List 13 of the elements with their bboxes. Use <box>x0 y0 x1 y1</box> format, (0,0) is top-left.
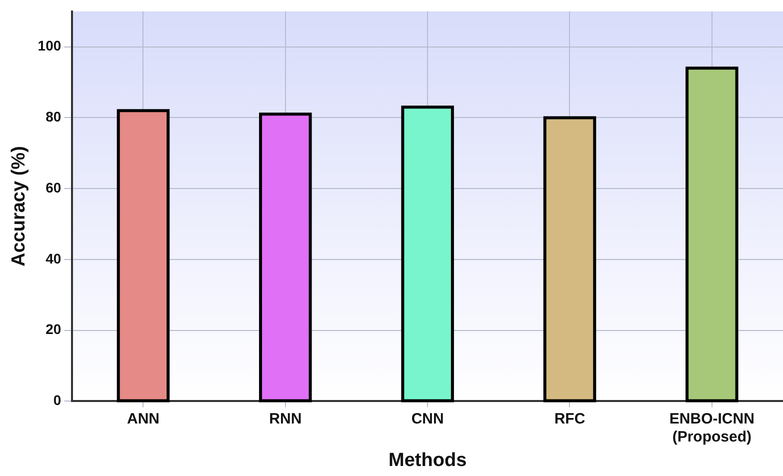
y-tick-label: 40 <box>46 250 62 266</box>
x-tick-label: RFC <box>554 410 586 428</box>
x-axis-title: Methods <box>388 450 467 471</box>
y-axis-title: Accuracy (%) <box>8 146 30 266</box>
x-tick-label: CNN <box>411 410 444 428</box>
x-tick-label: ANN <box>126 410 160 428</box>
y-tick-label: 60 <box>46 179 62 196</box>
y-tick-label: 80 <box>46 108 62 125</box>
y-tick-label: 20 <box>46 321 62 338</box>
y-tick-label: 0 <box>53 392 62 408</box>
x-tick-label: ENBO-ICNN (Proposed) <box>669 410 754 446</box>
x-tick-label: RNN <box>269 410 302 428</box>
y-tick-label: 100 <box>38 38 62 54</box>
